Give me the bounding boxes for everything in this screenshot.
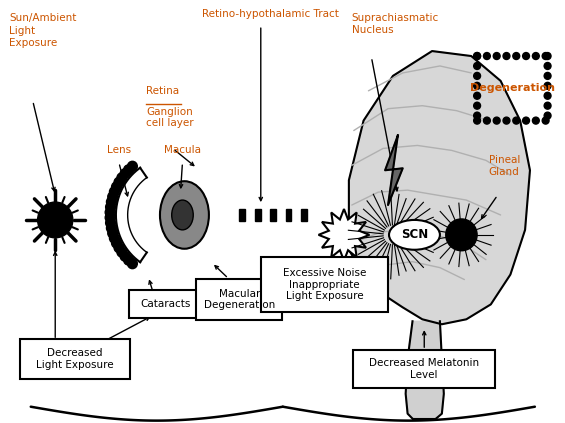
Circle shape: [473, 102, 481, 109]
Circle shape: [544, 82, 551, 89]
Text: Decreased Melatonin
Level: Decreased Melatonin Level: [369, 358, 479, 380]
Text: Degeneration: Degeneration: [470, 83, 555, 93]
Circle shape: [124, 255, 133, 265]
Circle shape: [114, 243, 124, 253]
Circle shape: [473, 117, 481, 124]
Polygon shape: [406, 321, 444, 419]
Circle shape: [513, 52, 520, 60]
FancyBboxPatch shape: [129, 291, 202, 318]
Circle shape: [128, 259, 137, 269]
Polygon shape: [385, 135, 403, 205]
Text: Cataracts: Cataracts: [141, 299, 191, 309]
Circle shape: [473, 82, 481, 89]
Circle shape: [110, 233, 119, 243]
Polygon shape: [319, 209, 370, 261]
Circle shape: [544, 102, 551, 109]
Circle shape: [503, 52, 510, 60]
Circle shape: [111, 182, 121, 192]
Circle shape: [120, 251, 130, 261]
Circle shape: [503, 117, 510, 124]
Text: Sun/Ambient
Light
Exposure: Sun/Ambient Light Exposure: [9, 13, 77, 48]
Circle shape: [473, 63, 481, 69]
Ellipse shape: [389, 220, 440, 250]
Polygon shape: [116, 168, 147, 262]
Circle shape: [544, 63, 551, 69]
Circle shape: [106, 197, 116, 207]
Bar: [270, 209, 276, 221]
Bar: [255, 209, 260, 221]
Circle shape: [110, 187, 119, 197]
Circle shape: [473, 92, 481, 99]
Circle shape: [128, 161, 137, 171]
Circle shape: [106, 202, 115, 212]
FancyBboxPatch shape: [353, 350, 495, 388]
Circle shape: [544, 52, 551, 60]
Bar: [286, 209, 292, 221]
Circle shape: [105, 207, 115, 217]
Circle shape: [111, 238, 121, 248]
Circle shape: [473, 52, 481, 60]
FancyBboxPatch shape: [261, 257, 388, 312]
Circle shape: [117, 173, 127, 183]
Circle shape: [484, 52, 490, 60]
Text: Excessive Noise
Inappropriate
Light Exposure: Excessive Noise Inappropriate Light Expo…: [282, 268, 366, 301]
Circle shape: [108, 228, 118, 238]
Circle shape: [446, 219, 477, 251]
Text: Macular
Degeneration: Macular Degeneration: [203, 288, 275, 310]
Text: Retino-hypothalamic Tract: Retino-hypothalamic Tract: [202, 9, 339, 19]
Circle shape: [124, 165, 133, 175]
Text: Decreased
Light Exposure: Decreased Light Exposure: [36, 348, 114, 370]
Circle shape: [114, 177, 124, 187]
Circle shape: [544, 72, 551, 80]
Circle shape: [120, 169, 130, 179]
Circle shape: [532, 52, 539, 60]
Circle shape: [38, 202, 73, 238]
Circle shape: [493, 52, 500, 60]
FancyBboxPatch shape: [20, 339, 129, 379]
Circle shape: [473, 52, 481, 60]
Circle shape: [544, 92, 551, 99]
Text: Pineal
Gland: Pineal Gland: [489, 155, 520, 177]
Circle shape: [473, 112, 481, 119]
Polygon shape: [349, 51, 530, 324]
Circle shape: [493, 117, 500, 124]
Circle shape: [105, 213, 115, 222]
Circle shape: [106, 218, 115, 228]
Bar: [301, 209, 307, 221]
Text: Macula: Macula: [164, 146, 201, 155]
Text: Lens: Lens: [107, 146, 131, 155]
Circle shape: [108, 192, 118, 202]
Circle shape: [532, 117, 539, 124]
Text: Suprachiasmatic
Nucleus: Suprachiasmatic Nucleus: [352, 13, 439, 35]
Circle shape: [484, 117, 490, 124]
Text: SCN: SCN: [401, 228, 428, 242]
Circle shape: [513, 117, 520, 124]
Ellipse shape: [160, 181, 209, 249]
Circle shape: [523, 52, 529, 60]
Bar: [239, 209, 245, 221]
Text: Retina: Retina: [146, 86, 179, 96]
Circle shape: [473, 72, 481, 80]
Ellipse shape: [172, 200, 193, 230]
Circle shape: [542, 52, 549, 60]
Circle shape: [523, 117, 529, 124]
FancyBboxPatch shape: [196, 279, 282, 320]
Text: Ganglion
cell layer: Ganglion cell layer: [146, 107, 194, 128]
Circle shape: [117, 247, 127, 257]
Circle shape: [106, 223, 116, 233]
Circle shape: [542, 117, 549, 124]
Circle shape: [544, 112, 551, 119]
